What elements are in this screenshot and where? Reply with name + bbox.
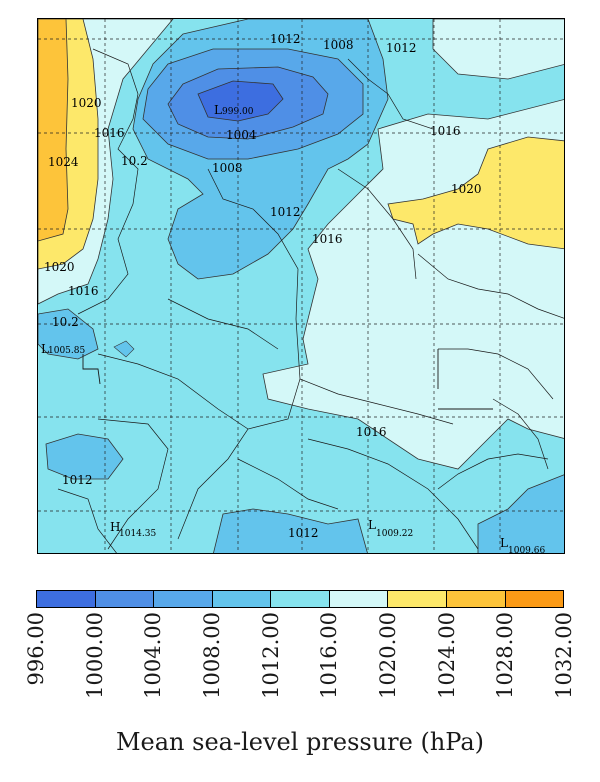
- colorbar-swatch: [37, 591, 96, 607]
- pressure-center-value: 1009.66: [508, 546, 545, 554]
- pressure-centers: L 999.00 L 1005.85 H 1014.35 L 1009.22 L…: [41, 103, 545, 554]
- colorbar-swatch: [505, 591, 564, 607]
- colorbar-swatch: [271, 591, 330, 607]
- boundary-segment: [82, 354, 101, 385]
- field-1008-1012-small: [113, 340, 135, 358]
- contour-label: 10.2: [52, 315, 79, 329]
- colorbar-swatch: [388, 591, 447, 607]
- field-1008-1012-sw: [38, 308, 99, 360]
- colorbar-swatch: [329, 591, 389, 607]
- contour-label: 10.2: [121, 154, 148, 168]
- colorbar-swatch: [154, 591, 213, 607]
- contour-label: 1008: [212, 161, 243, 175]
- pressure-center-value: 1005.85: [48, 346, 85, 356]
- colorbar-tick-label: 1024.00: [434, 612, 459, 699]
- contour-label: 1020: [71, 96, 102, 110]
- pressure-colorbar: [36, 590, 564, 608]
- field-1024-1028-west: [38, 19, 69, 242]
- contour-label: 1020: [451, 182, 482, 196]
- low-pressure-marker: L: [41, 342, 49, 356]
- contour-label: 1020: [44, 260, 75, 274]
- legend-title: Mean sea-level pressure (hPa): [115, 728, 485, 756]
- low-pressure-marker: L: [214, 103, 222, 117]
- colorbar-tick-label: 1028.00: [493, 612, 518, 699]
- map-canvas: 1012 1008 1012 1020 1016 1024 10.2 1004 …: [38, 19, 564, 554]
- pressure-center-value: 1014.35: [119, 529, 156, 539]
- contour-labels: 1012 1008 1012 1020 1016 1024 10.2 1004 …: [44, 32, 482, 540]
- contour-label: 1012: [62, 473, 93, 487]
- contour-label: 1024: [48, 155, 79, 169]
- field-1008-1012-se: [477, 474, 564, 553]
- colorbar-tick-label: 1000.00: [82, 612, 107, 699]
- pressure-center-value: 999.00: [222, 107, 254, 117]
- colorbar-tick-label: 1016.00: [317, 612, 342, 699]
- colorbar-ticks: 996.00 1000.00 1004.00 1008.00 1012.00 1…: [24, 612, 576, 712]
- contour-label: 1012: [288, 526, 319, 540]
- contour-label: 1008: [323, 38, 354, 52]
- high-pressure-marker: H: [110, 520, 120, 534]
- colorbar-tick-label: 1020.00: [376, 612, 400, 699]
- colorbar-tick-label: 996.00: [24, 612, 48, 686]
- contour-label: 1016: [312, 232, 343, 246]
- lat-lon-grid: [38, 19, 564, 553]
- pressure-center-value: 1009.22: [376, 529, 413, 539]
- colorbar-tick-label: 1012.00: [258, 612, 283, 699]
- field-996-1000: [197, 80, 284, 122]
- contour-label: 1016: [356, 425, 387, 439]
- field-1008-1012-south: [213, 508, 368, 553]
- contour-label: 1016: [68, 284, 99, 298]
- contour-label: 1012: [270, 205, 301, 219]
- colorbar-swatch: [95, 591, 155, 607]
- colorbar-tick-label: 1004.00: [141, 612, 166, 699]
- colorbar-tick-label: 1032.00: [552, 612, 576, 699]
- contour-label: 1016: [94, 126, 125, 140]
- field-1008-1012-sw2: [45, 433, 124, 480]
- field-1016-1020-ne: [432, 19, 564, 80]
- boundary-lines: [57, 48, 564, 553]
- colorbar-swatch: [446, 591, 506, 607]
- field-1020-1024-east: [387, 136, 564, 250]
- contour-label: 1016: [430, 124, 461, 138]
- low-pressure-marker: L: [368, 518, 376, 532]
- contour-label: 1004: [226, 128, 257, 142]
- low-pressure-marker: L: [500, 536, 508, 550]
- colorbar-tick-label: 1008.00: [200, 612, 224, 699]
- pressure-map: 1012 1008 1012 1020 1016 1024 10.2 1004 …: [37, 18, 565, 554]
- contour-label: 1012: [386, 41, 417, 55]
- contour-label: 1012: [270, 32, 301, 46]
- colorbar-swatch: [212, 591, 272, 607]
- boundary-segment-2: [437, 349, 493, 410]
